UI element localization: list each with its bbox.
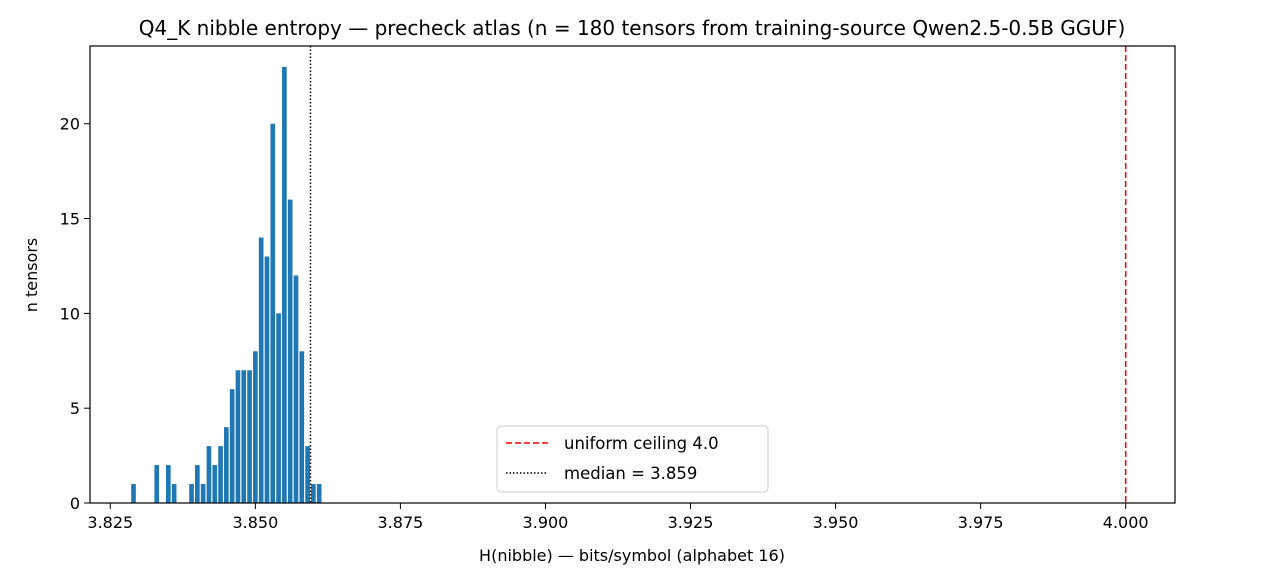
chart-title: Q4_K nibble entropy — precheck atlas (n …	[139, 16, 1126, 40]
x-tick-label: 3.850	[232, 513, 278, 532]
histogram-bar	[154, 465, 160, 503]
histogram-bar	[235, 370, 241, 503]
histogram-bar	[316, 484, 322, 503]
legend-label-uniform-ceiling: uniform ceiling 4.0	[564, 434, 719, 453]
histogram-bar	[305, 446, 310, 503]
histogram-bar	[131, 484, 136, 503]
histogram-bar	[253, 351, 258, 503]
histogram-bar	[311, 484, 316, 503]
histogram-bar	[264, 256, 270, 503]
x-tick-label: 4.000	[1103, 513, 1149, 532]
plot-frame	[89, 45, 1176, 504]
histogram-bar	[287, 199, 293, 503]
y-tick-label: 10	[60, 304, 80, 323]
x-tick-label: 3.875	[378, 513, 424, 532]
reference-lines	[309, 46, 1127, 503]
histogram-bar	[229, 389, 235, 503]
x-tick-label: 3.900	[523, 513, 569, 532]
histogram-bar	[258, 237, 264, 503]
y-axis-label: n tensors	[22, 238, 41, 313]
histogram-bar	[293, 275, 299, 503]
y-tick-label: 5	[70, 399, 80, 418]
axes-group: 3.825 3.850 3.875 3.900 3.925 3.950 3.975 4.000…	[60, 45, 1176, 532]
histogram-bar	[218, 446, 223, 503]
histogram-bar	[195, 465, 200, 503]
x-tick-label: 3.825	[87, 513, 133, 532]
bars-group	[131, 66, 322, 504]
histogram-bar	[282, 66, 287, 504]
histogram-bar	[241, 370, 247, 503]
histogram-bar	[166, 465, 171, 503]
legend: uniform ceiling 4.0 median = 3.859	[496, 425, 769, 493]
histogram-bar	[276, 313, 281, 503]
histogram-bar	[270, 123, 276, 503]
histogram-bar	[212, 465, 218, 503]
x-tick-label: 3.925	[668, 513, 714, 532]
histogram-bar	[247, 370, 252, 503]
x-tick-label: 3.950	[813, 513, 859, 532]
y-tick-label: 15	[60, 210, 80, 229]
histogram-bar	[171, 484, 177, 503]
legend-label-median: median = 3.859	[564, 464, 697, 483]
histogram-bar	[206, 446, 212, 503]
histogram-bar	[200, 484, 206, 503]
y-tick-label: 0	[70, 494, 80, 513]
histogram-bar	[224, 427, 229, 503]
histogram-bar	[189, 484, 194, 503]
y-tick-label: 20	[60, 115, 80, 134]
x-axis-label: H(nibble) — bits/symbol (alphabet 16)	[479, 546, 785, 565]
histogram-bar	[299, 351, 305, 503]
legend-box	[496, 425, 769, 493]
x-tick-label: 3.975	[958, 513, 1004, 532]
